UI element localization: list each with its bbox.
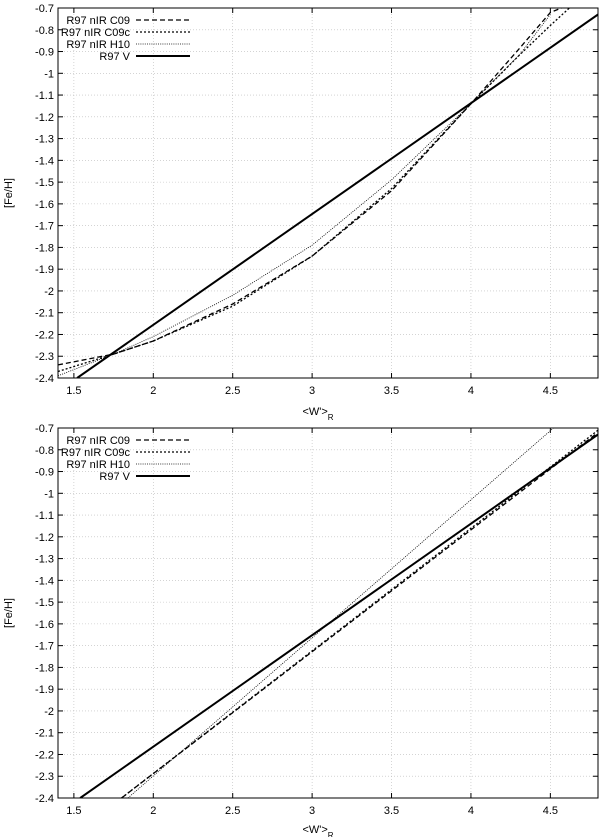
y-tick-label: -0.7 <box>35 423 54 435</box>
series-line-2 <box>121 429 598 798</box>
x-tick-label: 4.5 <box>543 385 558 397</box>
y-tick-label: -1.3 <box>35 134 54 146</box>
x-tick-label: 2.5 <box>225 385 240 397</box>
y-tick-label: -1.5 <box>35 177 54 189</box>
y-tick-label: -1.9 <box>35 684 54 696</box>
y-tick-label: -1.4 <box>35 575 54 587</box>
x-tick-label: 3.5 <box>384 805 399 817</box>
y-tick-label: -1.7 <box>35 221 54 233</box>
x-tick-label: 4 <box>468 385 474 397</box>
y-tick-label: -0.8 <box>35 445 54 457</box>
y-tick-label: -2 <box>44 706 54 718</box>
x-tick-label: 3 <box>309 805 315 817</box>
y-tick-label: -1.8 <box>35 662 54 674</box>
y-tick-label: -0.8 <box>35 25 54 37</box>
legend-label: R97 nIR C09 <box>66 15 130 27</box>
x-tick-label: 1.5 <box>66 805 81 817</box>
y-tick-label: -2.4 <box>35 793 54 805</box>
y-tick-label: -0.9 <box>35 467 54 479</box>
legend-label: R97 nIR H10 <box>66 39 130 51</box>
x-axis-label: <W'>R <box>302 824 333 837</box>
legend-label: R97 V <box>99 51 130 63</box>
x-tick-label: 1.5 <box>66 385 81 397</box>
y-tick-label: -1.9 <box>35 264 54 276</box>
legend-label: R97 nIR C09c <box>61 447 131 459</box>
series-line-3 <box>58 14 551 377</box>
chart-panel-2: 1.5 2 2.5 3 3.5 4 4.5 -0.7 -0.8 -0.9 -1 -1.1 -1.2 -1.… <box>3 423 599 837</box>
y-tick-label: -1.2 <box>35 112 54 124</box>
x-axis-label-subscript: R <box>328 413 334 422</box>
x-tick-label: 2 <box>150 385 156 397</box>
y-axis-label: [Fe/H] <box>3 178 15 208</box>
legend-label: R97 nIR C09 <box>66 435 130 447</box>
y-tick-label: -2.1 <box>35 728 54 740</box>
series-line-1 <box>58 8 562 366</box>
y-tick-label: -2.4 <box>35 373 54 385</box>
y-tick-label: -2.3 <box>35 771 54 783</box>
plot-frame <box>57 427 599 799</box>
y-tick-label: -1 <box>44 488 54 500</box>
y-tick-label: -1.1 <box>35 510 54 522</box>
y-tick-label: -1.4 <box>35 155 54 167</box>
y-tick-label: -0.9 <box>35 47 54 59</box>
chart-panel-1: 1.5 2 2.5 3 3.5 4 4.5 -0.7 -0.8 -0.9 -1 -1.1 -1.2 -1.… <box>3 3 599 422</box>
y-tick-label: -2.3 <box>35 351 54 363</box>
legend-label: R97 nIR H10 <box>66 459 130 471</box>
series-line-4 <box>76 13 598 378</box>
y-tick-label: -1.6 <box>35 619 54 631</box>
x-tick-label: 3 <box>309 385 315 397</box>
y-tick-label: -1.6 <box>35 199 54 211</box>
x-tick-label: 2.5 <box>225 805 240 817</box>
y-tick-label: -2 <box>44 286 54 298</box>
y-tick-label: -1.1 <box>35 90 54 102</box>
y-tick-label: -0.7 <box>35 3 54 15</box>
plot-frame <box>57 7 599 379</box>
x-axis-label-subscript: R <box>328 831 334 837</box>
x-tick-label: 2 <box>150 805 156 817</box>
y-tick-label: -1.7 <box>35 641 54 653</box>
series-line-4 <box>79 433 598 798</box>
series-line-2 <box>58 8 570 373</box>
series-line-1 <box>121 431 598 798</box>
y-tick-label: -2.2 <box>35 749 54 761</box>
x-tick-label: 3.5 <box>384 385 399 397</box>
y-tick-label: -1.3 <box>35 554 54 566</box>
x-tick-label: 4.5 <box>543 805 558 817</box>
y-tick-label: -2.1 <box>35 308 54 320</box>
x-axis-label: <W'>R <box>302 406 333 422</box>
y-tick-label: -1.5 <box>35 597 54 609</box>
y-tick-label: -1.8 <box>35 242 54 254</box>
x-tick-label: 4 <box>468 805 474 817</box>
series-line-3 <box>127 428 554 798</box>
y-tick-label: -1.2 <box>35 532 54 544</box>
y-tick-label: -2.2 <box>35 329 54 341</box>
legend-label: R97 nIR C09c <box>61 27 131 39</box>
y-tick-label: -1 <box>44 68 54 80</box>
y-axis-label: [Fe/H] <box>3 598 15 628</box>
legend-label: R97 V <box>99 471 130 483</box>
